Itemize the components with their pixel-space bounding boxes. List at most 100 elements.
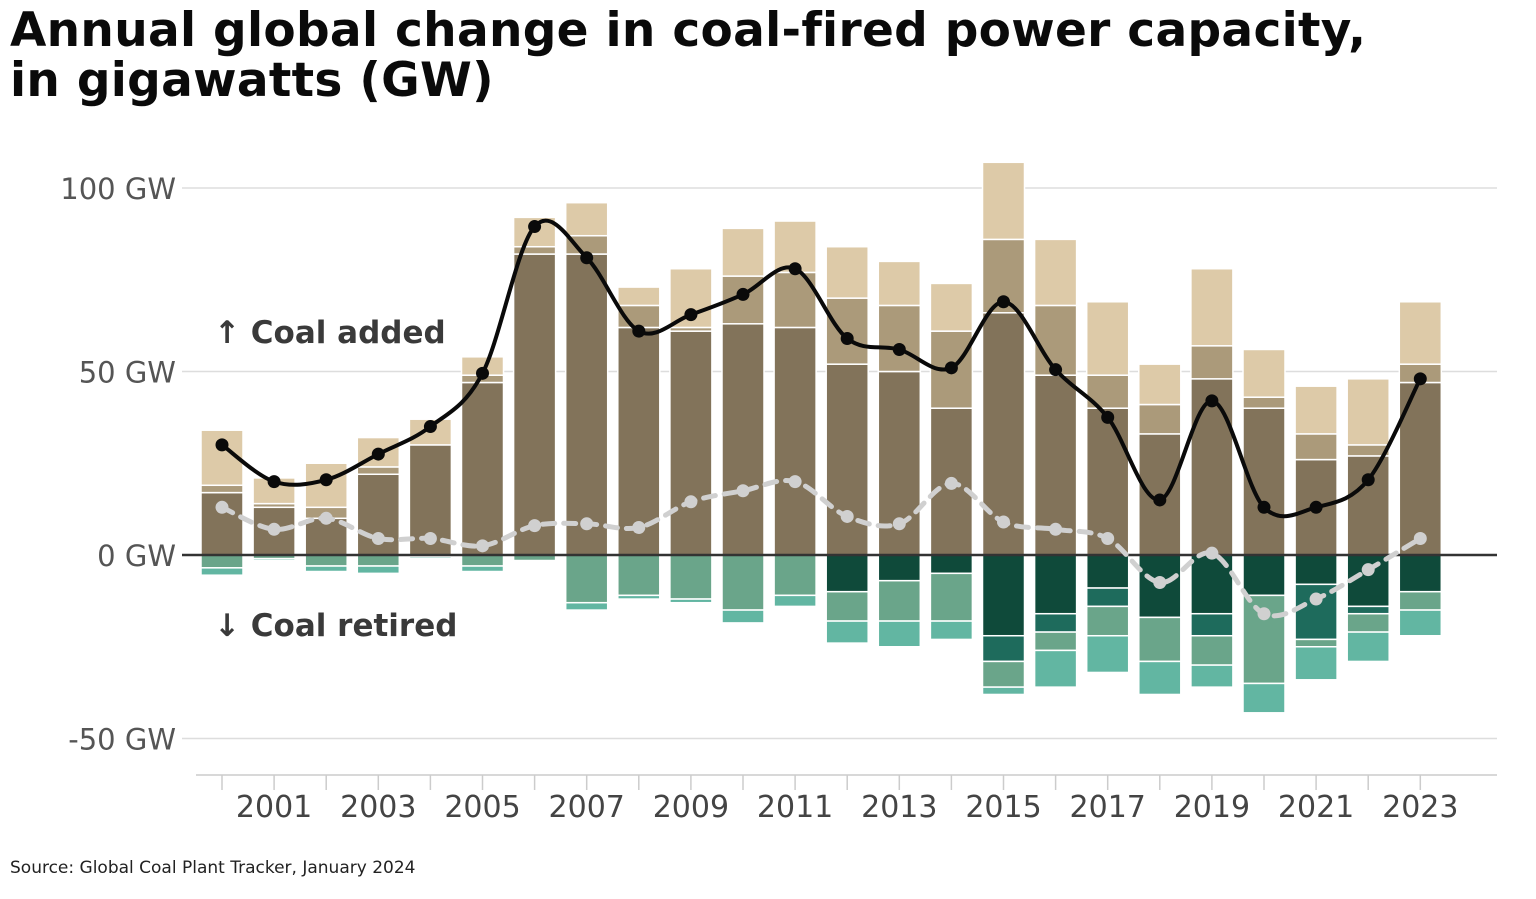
chart-title-line-2: in gigawatts (GW) [10, 53, 494, 108]
x-tick-label: 2019 [1174, 790, 1250, 825]
bar-added-segment [1242, 348, 1286, 398]
bar-retired-segment [773, 554, 817, 597]
bar-added-segment [721, 323, 765, 556]
x-tick-label: 2017 [1070, 790, 1146, 825]
chart-title-line-1: Annual global change in coal-fired power… [10, 3, 1367, 58]
series-point-net-retired [1361, 563, 1375, 577]
bars [200, 161, 1443, 714]
bar-retired-segment [929, 554, 974, 575]
bar-retired-segment [825, 590, 869, 622]
bar-added-segment [1033, 238, 1078, 307]
series-point-net-retired [580, 517, 594, 531]
x-tick-label: 2001 [236, 790, 312, 825]
bar-retired-segment [1190, 634, 1234, 666]
bar-added-segment [825, 297, 869, 365]
series-point-net-retired [632, 520, 646, 534]
bar-added-segment [564, 253, 609, 556]
bar-retired-segment [825, 554, 869, 593]
series-point-net-retired [1153, 576, 1167, 590]
x-tick-label: 2009 [653, 790, 729, 825]
series-point-net-retired [1257, 607, 1271, 621]
bar-retired-segment [669, 554, 713, 600]
series-point-net [371, 447, 385, 461]
bar-retired-segment [825, 620, 869, 644]
bar-added-segment [1138, 403, 1182, 435]
x-tick-label: 2011 [757, 790, 833, 825]
bar-retired-segment [1085, 634, 1130, 674]
bar-retired-segment [1242, 682, 1286, 714]
bar-added-segment [1085, 301, 1130, 376]
coal-added-annotation: ↑ Coal added [214, 315, 446, 351]
bar-retired-segment [1138, 660, 1182, 696]
series-point-net-retired [736, 484, 750, 498]
series-point-net-retired [1205, 546, 1219, 560]
bar-added-segment [1190, 267, 1234, 347]
bar-retired-segment [877, 620, 922, 648]
series-point-net [788, 262, 802, 276]
series-point-net [1205, 394, 1219, 408]
series-point-net [892, 342, 906, 356]
bar-retired-segment [617, 594, 661, 600]
bar-retired-segment [721, 609, 765, 624]
bar-added-segment [1398, 301, 1443, 365]
series-line-net [220, 218, 1423, 519]
bar-retired-segment [1138, 616, 1182, 663]
x-tick-label: 2003 [340, 790, 416, 825]
series-point-net-retired [1309, 592, 1323, 606]
bar-added-segment [200, 484, 244, 494]
bar-retired-segment [1294, 646, 1338, 681]
bar-added-segment [1190, 345, 1234, 380]
series-point-net-retired [528, 519, 542, 533]
bar-retired-segment [1346, 612, 1390, 633]
bar-retired-segment [460, 554, 505, 567]
bar-retired-segment [1242, 554, 1286, 597]
bar-retired-segment [981, 660, 1026, 688]
bar-added-segment [877, 304, 922, 373]
bar-retired-segment [564, 601, 609, 611]
bar-retired-segment [200, 554, 244, 569]
bar-retired-segment [304, 554, 348, 567]
series-point-net-retired [840, 509, 854, 523]
series-point-net [1257, 500, 1271, 514]
bar-retired-segment [981, 634, 1026, 663]
bar-retired-segment [929, 620, 974, 641]
series-point-net [944, 361, 958, 375]
bar-retired-segment [669, 598, 713, 604]
y-axis-labels: 100 GW 50 GW 0 GW -50 GW [60, 172, 176, 757]
x-axis: 2001 2003 2005 2007 2009 2011 2013 2015 2017 2019… [196, 774, 1497, 825]
series-point-net [1049, 363, 1063, 377]
series-point-net [632, 324, 646, 338]
bar-added-segment [929, 282, 974, 332]
bar-retired-segment [1190, 664, 1234, 688]
bar-added-segment [825, 363, 869, 556]
series-point-net-retired [684, 495, 698, 509]
x-tick-label: 2023 [1382, 790, 1458, 825]
bar-added-segment [1242, 396, 1286, 409]
bar-retired-segment [1294, 554, 1338, 586]
bar-added-segment [773, 326, 817, 556]
bar-retired-segment [1346, 605, 1390, 615]
series-point-net [1309, 500, 1323, 514]
bar-retired-segment [981, 554, 1026, 637]
bar-retired-segment [1085, 554, 1130, 589]
bar-retired-segment [564, 554, 609, 604]
y-tick-label: 100 GW [60, 172, 176, 206]
x-tick-label: 2013 [861, 790, 937, 825]
bar-added-segment [877, 260, 922, 307]
bar-retired-segment [200, 567, 244, 576]
bar-retired-segment [929, 572, 974, 622]
bar-retired-segment [1033, 631, 1078, 652]
chart-title: Annual global change in coal-fired power… [10, 6, 1510, 106]
series-point-net-retired [371, 531, 385, 545]
series-point-net [840, 331, 854, 345]
bar-added-segment [1346, 378, 1390, 446]
series-point-net [1361, 473, 1375, 487]
x-tick-label: 2007 [549, 790, 625, 825]
bar-added-segment [721, 227, 765, 277]
bar-retired-segment [356, 565, 401, 575]
bar-retired-segment [1033, 612, 1078, 633]
series-point-net-retired [267, 522, 281, 536]
series-point-net [580, 251, 594, 265]
series-point-net-retired [476, 539, 489, 553]
bar-retired-segment [1398, 590, 1443, 611]
